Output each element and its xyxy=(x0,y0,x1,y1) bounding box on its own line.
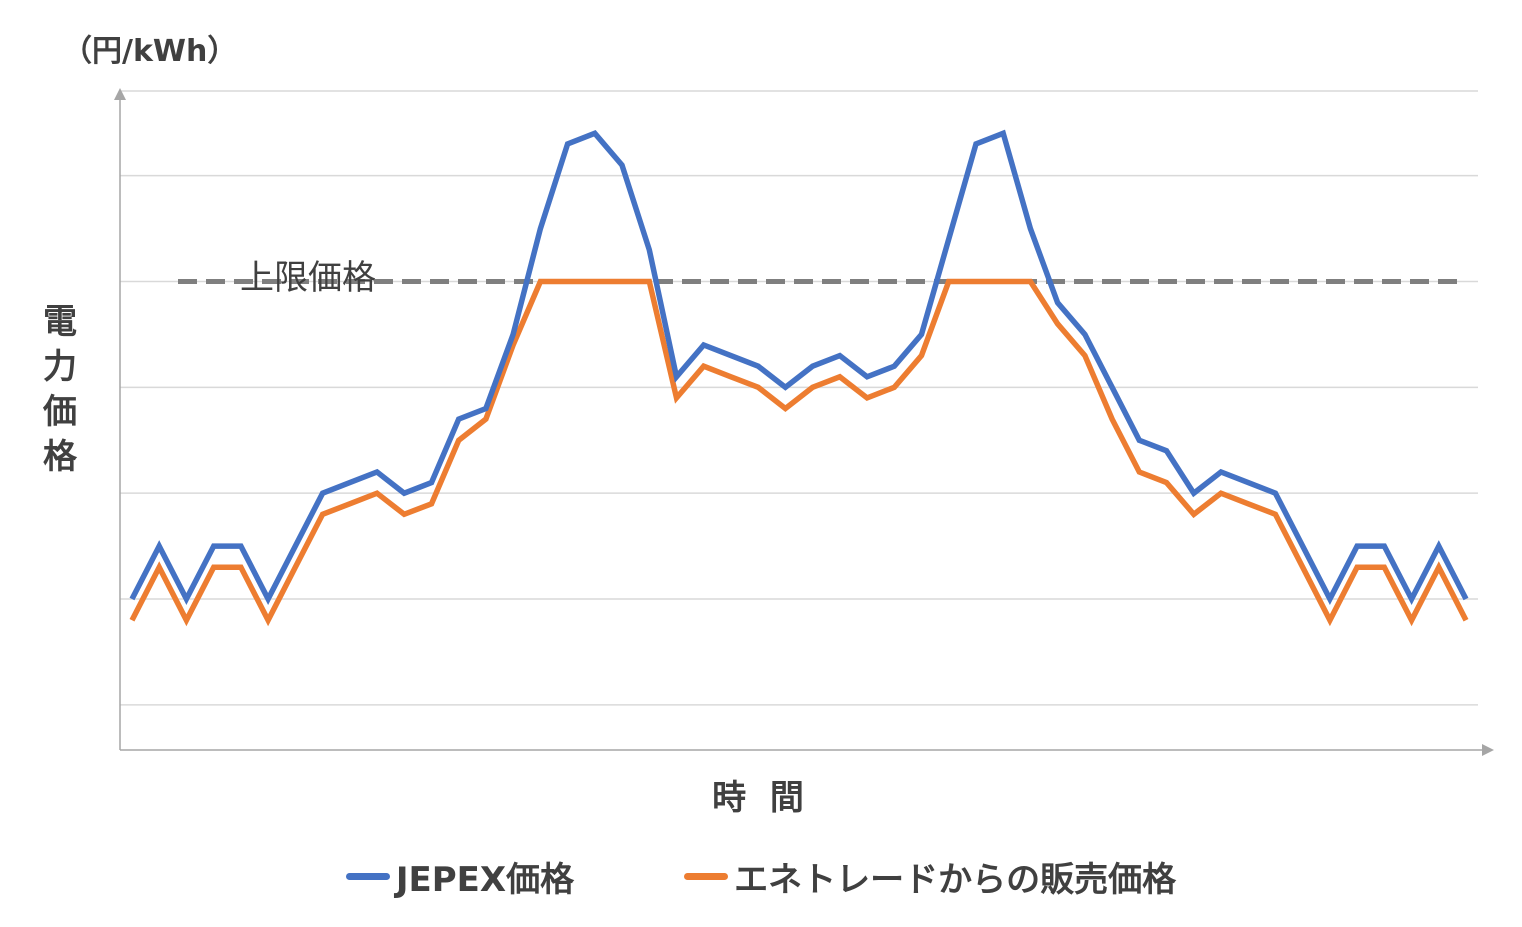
x-axis-arrow xyxy=(1482,744,1494,756)
series-lines xyxy=(129,129,1469,627)
y-axis-arrow xyxy=(114,88,126,100)
y-unit-label: （円/kWh） xyxy=(62,34,238,69)
series-line-jepex xyxy=(129,129,1469,606)
y-axis-label-char-0: 電 xyxy=(43,302,77,342)
legend: JEPEX価格 エネトレードからの販売価格 xyxy=(0,852,1522,901)
y-axis-label: 電力価格 xyxy=(38,300,82,480)
x-axis-label: 時 間 xyxy=(712,778,810,818)
legend-swatch-entrade xyxy=(684,873,729,880)
series-line-entrade xyxy=(129,278,1469,627)
y-axis-label-char-1: 力 xyxy=(43,347,77,387)
axes xyxy=(114,88,1494,756)
legend-item-entrade: エネトレードからの販売価格 xyxy=(684,852,1176,901)
legend-label-jepex: JEPEX価格 xyxy=(395,860,575,900)
legend-label-entrade: エネトレードからの販売価格 xyxy=(734,860,1177,900)
y-axis-label-char-2: 価 xyxy=(43,392,77,432)
y-axis-label-char-3: 格 xyxy=(43,437,77,477)
upper-limit-label: 上限価格 xyxy=(240,258,376,298)
legend-swatch-jepex xyxy=(345,873,390,880)
legend-item-jepex: JEPEX価格 xyxy=(345,852,575,901)
